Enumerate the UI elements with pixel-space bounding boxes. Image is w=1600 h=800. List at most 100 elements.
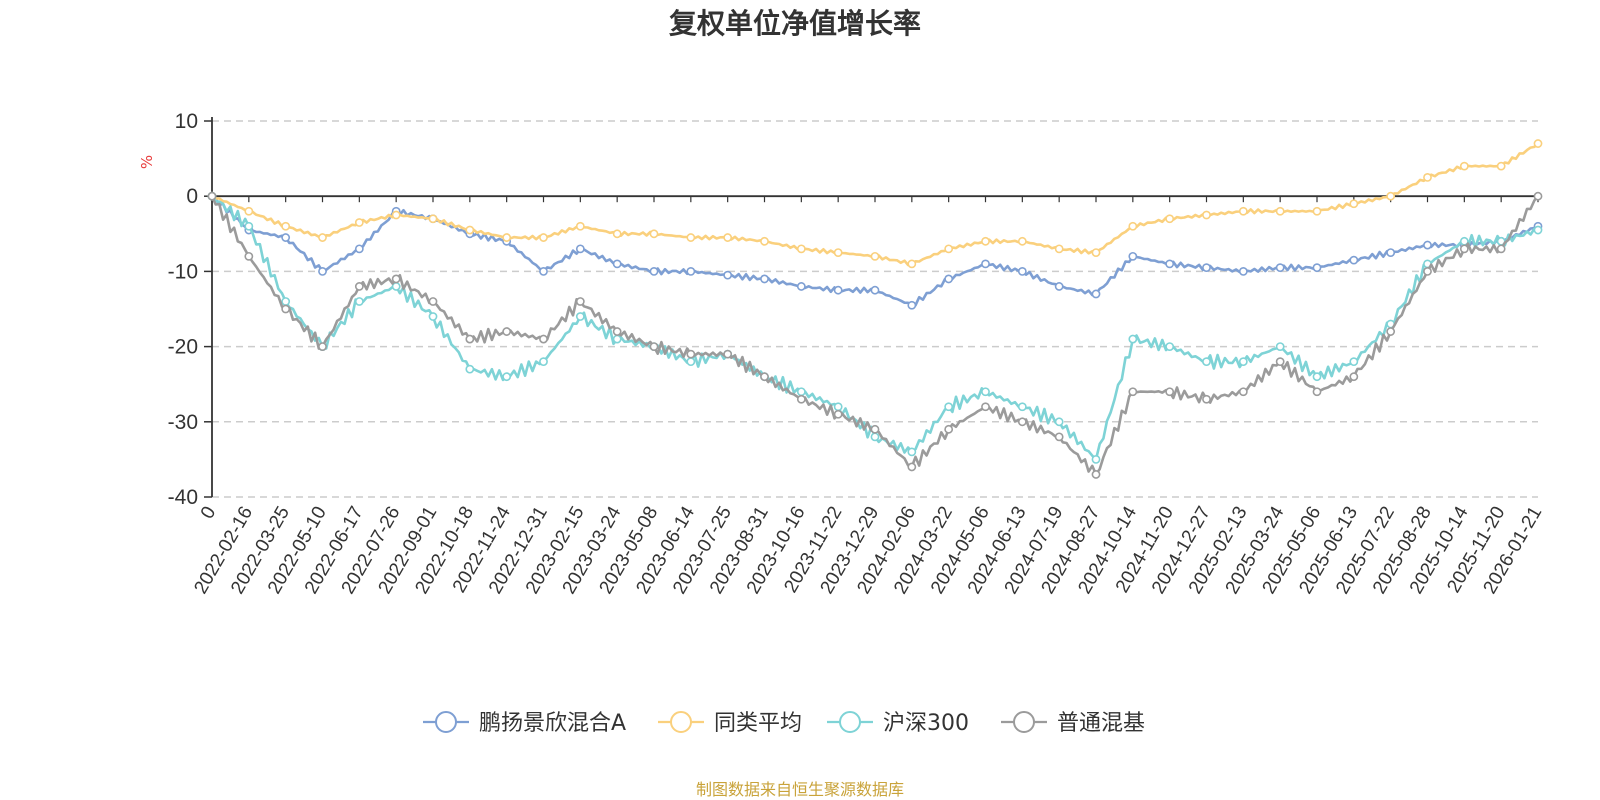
data-point	[944, 424, 954, 434]
data-point	[796, 244, 806, 254]
data-point	[907, 300, 917, 310]
data-point	[907, 447, 917, 457]
y-tick-label: -10	[168, 260, 198, 283]
data-point	[1312, 387, 1322, 397]
data-point	[723, 233, 733, 242]
data-point	[428, 297, 438, 306]
data-point	[1054, 417, 1064, 427]
data-point	[1091, 454, 1101, 464]
data-point	[612, 259, 622, 269]
data-point	[1386, 191, 1396, 201]
data-point	[1349, 357, 1359, 367]
legend-marker	[670, 711, 692, 733]
data-point	[1128, 221, 1138, 231]
data-point	[1459, 244, 1469, 254]
data-point	[318, 266, 327, 276]
data-point	[1349, 199, 1359, 209]
data-point	[723, 270, 733, 280]
data-point	[428, 312, 438, 321]
legend-item[interactable]: 同类平均	[658, 711, 802, 736]
data-point	[1423, 240, 1432, 250]
data-point	[1275, 342, 1285, 351]
series-lines	[207, 139, 1543, 479]
data-point	[612, 334, 622, 344]
data-point	[1202, 263, 1211, 273]
data-point	[1091, 248, 1101, 257]
y-tick-label: 10	[175, 110, 198, 133]
data-point	[944, 244, 954, 254]
data-point	[1165, 342, 1175, 351]
data-point	[981, 259, 990, 269]
data-point	[539, 266, 548, 276]
data-point	[1091, 289, 1101, 299]
data-point	[1386, 248, 1396, 257]
data-point	[575, 297, 585, 306]
data-point	[539, 233, 548, 242]
data-point	[833, 402, 843, 412]
data-point	[1017, 417, 1027, 427]
data-point	[1496, 244, 1506, 254]
data-point	[539, 334, 548, 344]
legend-item[interactable]: 沪深300	[827, 711, 969, 736]
data-point	[1165, 214, 1175, 224]
data-point	[1017, 402, 1027, 412]
legend-label: 鹏扬景欣混合A	[479, 711, 626, 736]
data-point	[465, 334, 475, 344]
legend[interactable]: 鹏扬景欣混合A 同类平均 沪深300 普通混基	[423, 711, 1145, 736]
data-point	[1423, 266, 1432, 276]
data-point	[354, 297, 364, 306]
data-point	[907, 462, 917, 472]
data-point	[760, 372, 769, 382]
data-point	[1017, 236, 1027, 246]
y-tick-label: -40	[168, 486, 198, 509]
data-point	[1202, 394, 1211, 404]
data-point	[575, 221, 585, 231]
data-point	[391, 274, 401, 284]
data-point	[502, 327, 512, 336]
legend-marker	[435, 711, 457, 733]
data-point	[1017, 266, 1027, 276]
data-point	[465, 364, 475, 374]
data-point	[1202, 210, 1211, 220]
data-point	[354, 282, 364, 291]
data-point	[1423, 172, 1432, 182]
data-point	[1312, 206, 1322, 216]
data-source-note: 制图数据来自恒生聚源数据库	[696, 780, 904, 799]
data-point	[1165, 387, 1175, 397]
x-tick-label: 0	[197, 503, 220, 523]
data-point	[944, 402, 954, 412]
data-point	[1349, 372, 1359, 382]
legend-item[interactable]: 普通混基	[1001, 711, 1145, 736]
data-point	[686, 233, 696, 242]
data-point	[281, 297, 291, 306]
data-point	[1165, 259, 1175, 269]
data-point	[1238, 206, 1248, 216]
data-point	[1238, 387, 1248, 397]
data-point	[1128, 387, 1138, 397]
data-point	[1128, 334, 1138, 344]
data-point	[1533, 139, 1543, 148]
data-point	[318, 342, 327, 351]
data-point	[1312, 263, 1322, 273]
data-point	[1459, 161, 1469, 171]
data-point	[502, 372, 512, 382]
data-point	[244, 221, 254, 231]
data-point	[1349, 255, 1359, 265]
data-point	[318, 233, 327, 242]
y-tick-label: -30	[168, 411, 198, 434]
data-point	[1054, 282, 1064, 291]
data-point	[354, 244, 364, 254]
data-point	[1312, 372, 1322, 382]
data-point	[281, 221, 291, 231]
data-point	[981, 387, 990, 397]
data-point	[612, 229, 622, 239]
data-point	[981, 236, 990, 246]
data-point	[796, 387, 806, 397]
data-point	[1054, 244, 1064, 254]
data-point	[612, 327, 622, 336]
legend-item[interactable]: 鹏扬景欣混合A	[423, 711, 626, 736]
data-point	[649, 266, 659, 276]
data-point	[1386, 327, 1396, 336]
data-point	[1202, 357, 1211, 367]
